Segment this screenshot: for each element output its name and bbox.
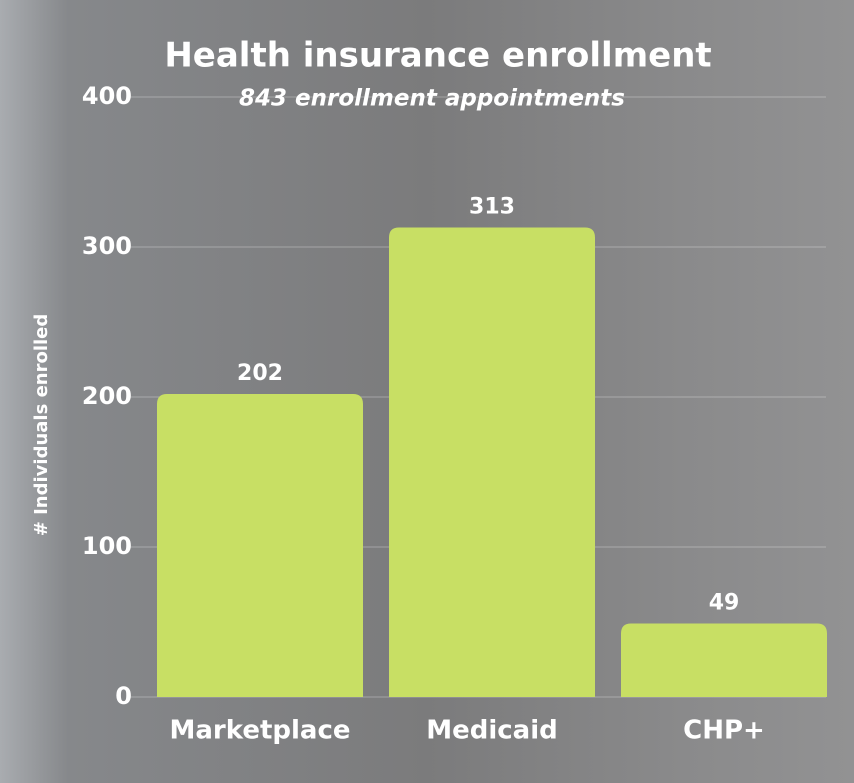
- chart-subtitle: 843 enrollment appointments: [239, 86, 625, 112]
- bar: [157, 394, 363, 697]
- y-tick-label: 0: [115, 682, 132, 710]
- y-axis-label: # Individuals enrolled: [31, 314, 52, 537]
- y-tick-label: 100: [82, 532, 132, 560]
- y-tick-label: 300: [82, 232, 132, 260]
- value-label: 313: [469, 195, 515, 220]
- chart-title: Health insurance enrollment: [164, 36, 711, 76]
- value-label: 202: [237, 361, 283, 386]
- bar: [389, 227, 595, 697]
- y-tick-label: 400: [82, 82, 132, 110]
- x-tick-label: CHP+: [683, 716, 765, 746]
- bar: [621, 623, 827, 697]
- x-tick-label: Marketplace: [169, 716, 350, 746]
- value-label: 49: [709, 591, 740, 616]
- x-tick-label: Medicaid: [426, 716, 558, 746]
- y-tick-label: 200: [82, 382, 132, 410]
